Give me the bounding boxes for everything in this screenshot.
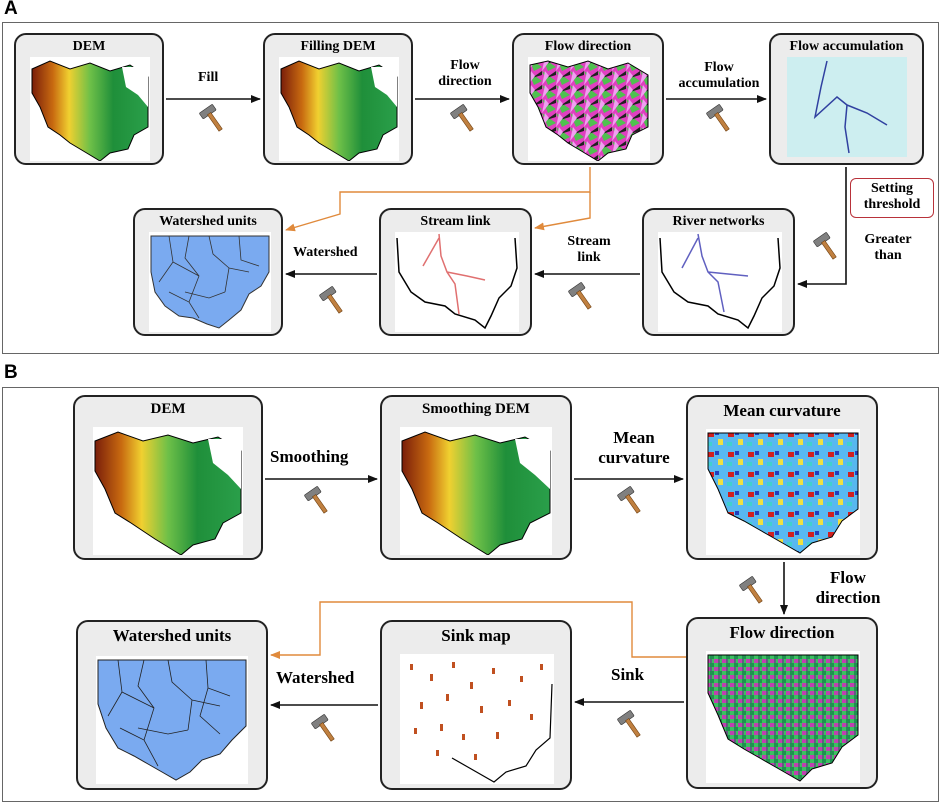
hammer-icon [318,285,343,314]
hammer-icon [303,485,328,514]
box-a-stream-link: Stream link [379,208,532,336]
box-a-river-networks-title: River networks [672,214,765,229]
box-b-flow-direction: Flow direction [686,617,878,789]
box-b-mean-curvature: Mean curvature [686,395,878,560]
arrow-a-threshold [797,167,847,288]
arrow-label-flow-direction: Flow direction [426,58,504,90]
threshold-line-2: threshold [863,197,921,213]
hammer-icon [310,713,335,742]
box-b-flow-direction-title: Flow direction [729,623,835,642]
flow-accumulation-map-image [787,57,907,157]
stream-link-map-image [395,232,519,332]
hammer-icon [616,485,641,514]
box-a-river-networks: River networks [642,208,795,336]
box-b-sink-map-title: Sink map [441,626,511,645]
box-b-smoothing-dem: Smoothing DEM [380,395,572,560]
box-a-filling-dem-title: Filling DEM [300,39,376,54]
arrow-label-mean-curvature-line-1: Mean [613,428,655,447]
threshold-box: Setting threshold [850,178,934,218]
smoothing-dem-map-image [400,427,552,555]
arrow-label-stream-link: Stream link [556,234,622,266]
filling-dem-map-image [279,57,399,161]
orange-arrow-b-watershed [270,601,686,659]
watershed-units-b-map-image [96,656,248,784]
box-b-smoothing-dem-title: Smoothing DEM [422,401,530,417]
box-a-dem-title: DEM [72,39,106,54]
arrow-label-flow-accumulation-line-2: accumulation [678,76,760,92]
arrow-label-flow-accumulation: Flow accumulation [667,60,771,92]
dem-map-image [30,57,150,161]
box-b-watershed-units: Watershed units [76,620,268,790]
box-a-watershed-units: Watershed units [133,208,283,336]
orange-arrow-a-stream-link [534,192,591,231]
box-b-mean-curvature-title: Mean curvature [723,401,841,420]
box-a-filling-dem: Filling DEM [263,33,413,165]
arrow-label-fill: Fill [198,70,219,85]
river-networks-map-image [658,232,782,332]
hammer-icon [567,281,592,310]
arrow-label-greater-than: Greater than [856,232,920,264]
hammer-icon [812,231,837,260]
arrow-label-sink: Sink [611,665,645,684]
box-a-stream-link-title: Stream link [420,214,491,229]
arrow-label-mean-curvature-line-2: curvature [598,447,670,467]
box-a-dem: DEM [14,33,164,165]
panel-a-label: A [4,0,18,19]
box-a-flow-direction: Flow direction [512,33,664,165]
dem-b-map-image [93,427,243,555]
orange-arrow-a-watershed [285,167,591,232]
arrow-label-flow-direction-b-line-1: Flow [830,568,866,587]
arrow-label-mean-curvature: Mean curvature [586,428,682,467]
threshold-line-1: Setting [871,181,913,196]
sink-map-image [400,654,554,784]
arrow-label-flow-accumulation-line-1: Flow [704,60,734,75]
box-a-flow-accumulation: Flow accumulation [769,33,924,165]
box-a-flow-accumulation-title: Flow accumulation [789,39,904,54]
watershed-units-map-image [149,232,271,332]
hammer-icon [705,103,730,132]
arrow-label-flow-direction-line-2: direction [438,74,492,90]
flow-direction-b-map-image [706,651,860,783]
arrow-label-greater-than-line-1: Greater [864,232,912,247]
mean-curvature-map-image [706,429,860,555]
box-a-watershed-units-title: Watershed units [159,214,257,229]
box-a-flow-direction-title: Flow direction [544,39,632,54]
box-b-dem: DEM [73,395,263,560]
box-b-watershed-units-title: Watershed units [112,626,232,645]
hammer-icon [198,103,223,132]
arrow-label-stream-link-line-2: link [577,250,601,266]
arrow-label-flow-direction-line-1: Flow [450,58,480,73]
arrow-label-watershed-a: Watershed [293,245,358,260]
arrow-label-flow-direction-b-line-2: direction [815,587,881,607]
hammer-icon [616,709,641,738]
flow-direction-map-image [528,57,650,161]
hammer-icon [738,575,763,604]
arrow-label-flow-direction-b: Flow direction [810,568,886,607]
arrow-label-watershed-b: Watershed [276,668,355,687]
box-b-dem-title: DEM [150,401,186,417]
box-b-sink-map: Sink map [380,620,572,790]
arrow-label-smoothing: Smoothing [270,447,349,466]
hammer-icon [449,103,474,132]
arrow-label-greater-than-line-2: than [874,248,902,264]
arrow-label-stream-link-line-1: Stream [567,234,611,249]
panel-b-label: B [4,362,18,383]
